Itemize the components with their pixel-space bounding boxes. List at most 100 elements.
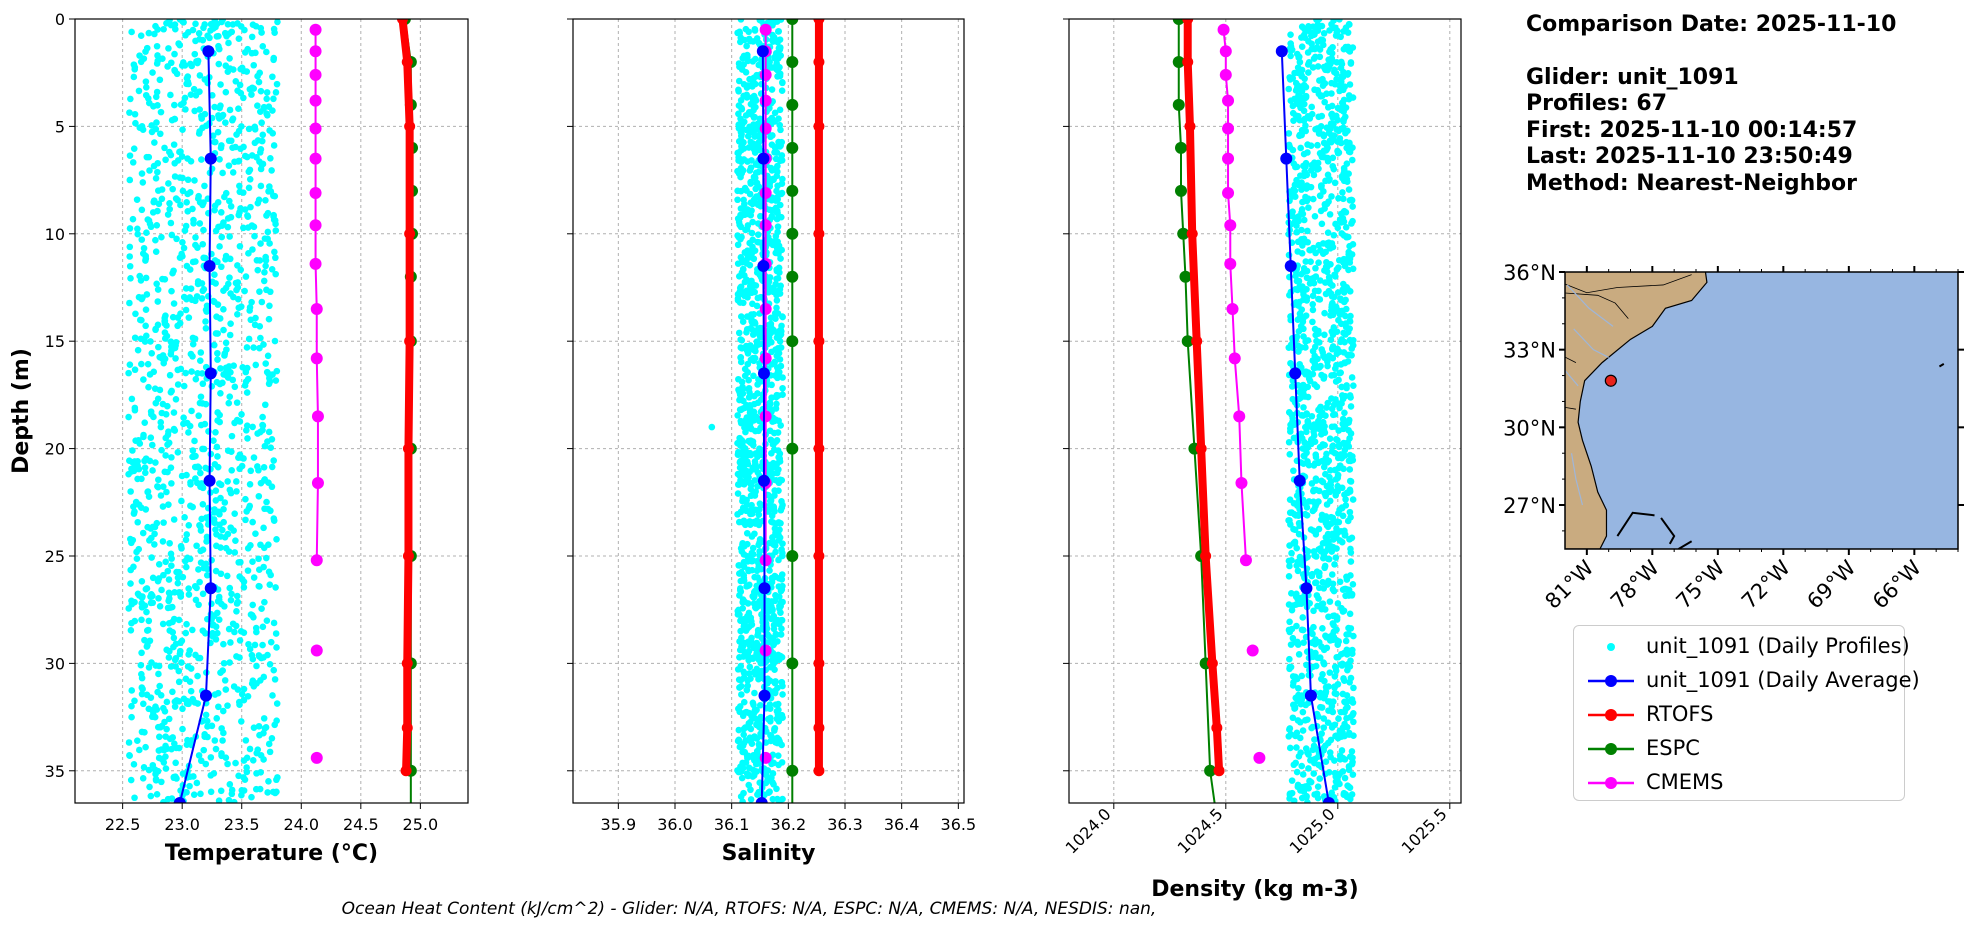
x-tick-label: 1024.0 [1062, 804, 1115, 857]
scatter-point [134, 230, 142, 238]
scatter-point [149, 467, 156, 474]
scatter-point [1301, 453, 1308, 460]
scatter-point [1294, 214, 1302, 221]
scatter-point [1336, 369, 1344, 377]
scatter-point [779, 582, 786, 590]
scatter-point [734, 241, 742, 249]
scatter-point [226, 331, 234, 339]
scatter-point [172, 744, 180, 752]
scatter-point [255, 722, 263, 730]
scatter-point [738, 774, 746, 782]
scatter-point [230, 527, 237, 534]
scatter-point [269, 788, 277, 796]
scatter-point [149, 599, 157, 607]
series-point [786, 184, 799, 197]
scatter-point [1319, 131, 1327, 138]
scatter-point [745, 394, 753, 401]
scatter-point [125, 470, 132, 478]
scatter-point [1332, 667, 1340, 675]
scatter-point [155, 343, 162, 351]
scatter-point [261, 476, 269, 483]
scatter-point [1292, 286, 1299, 293]
scatter-point [767, 737, 775, 745]
ohc-footer: Ocean Heat Content (kJ/cm^2) - Glider: N… [341, 899, 1157, 919]
scatter-point [1329, 514, 1337, 522]
scatter-point [1341, 732, 1348, 740]
scatter-point [768, 348, 775, 356]
scatter-point [1349, 771, 1357, 778]
scatter-point [141, 636, 148, 644]
scatter-point [767, 323, 775, 331]
series-point [1239, 554, 1252, 567]
scatter-point [753, 720, 761, 727]
scatter-point [1303, 661, 1310, 669]
scatter-point [145, 705, 153, 713]
scatter-point [257, 182, 265, 190]
scatter-point [272, 270, 279, 278]
scatter-point [167, 91, 174, 99]
scatter-point [1328, 423, 1336, 431]
scatter-point [753, 670, 761, 678]
scatter-point [271, 248, 278, 256]
scatter-point [154, 767, 162, 775]
scatter-point [272, 377, 280, 384]
scatter-point [137, 32, 145, 40]
scatter-point [241, 26, 248, 34]
scatter-point [170, 409, 178, 416]
legend-entry-cmems: CMEMS [1574, 768, 1904, 798]
scatter-point [155, 733, 163, 741]
scatter-point [1341, 446, 1349, 454]
scatter-point [133, 555, 141, 563]
scatter-point [753, 193, 760, 200]
scatter-point [186, 647, 193, 654]
scatter-point [200, 226, 207, 234]
scatter-point [754, 574, 761, 581]
series-point [786, 764, 799, 777]
scatter-point [1340, 195, 1347, 203]
scatter-point [1347, 403, 1355, 410]
location-map: 36°N33°N30°N27°N81°W 78°W 75°W 72°W 69°W 66°W [1503, 261, 1964, 614]
scatter-point [192, 375, 200, 383]
scatter-point [1323, 404, 1330, 411]
series-point [1200, 550, 1212, 562]
scatter-point [130, 761, 138, 768]
scatter-point [1317, 689, 1324, 697]
scatter-point [159, 483, 167, 491]
scatter-point [148, 554, 155, 561]
series-rtofs [813, 19, 825, 777]
scatter-point [1321, 98, 1328, 106]
scatter-point [154, 286, 162, 293]
series-point [786, 442, 799, 455]
scatter-point [1330, 19, 1337, 24]
scatter-point [194, 59, 201, 67]
scatter-point [187, 687, 195, 695]
scatter-point [1338, 60, 1346, 68]
scatter-point [213, 531, 220, 538]
scatter-point [1348, 220, 1355, 227]
lat-tick-label: 33°N [1503, 339, 1556, 363]
scatter-point [217, 144, 225, 152]
x-axis-label: Temperature (°C) [165, 841, 378, 866]
scatter-point [1337, 106, 1345, 114]
scatter-point [740, 698, 748, 706]
scatter-point [240, 696, 248, 704]
x-tick-label: 36.5 [941, 815, 977, 834]
scatter-point [233, 600, 241, 607]
scatter-point [250, 613, 257, 621]
legend-label: unit_1091 (Daily Average) [1646, 668, 1920, 692]
scatter-point [752, 347, 759, 355]
scatter-point [769, 288, 777, 296]
scatter-point [1302, 368, 1310, 375]
scatter-point [238, 64, 246, 72]
series-cmems [1217, 23, 1252, 567]
scatter-point [157, 108, 165, 116]
series-point [813, 765, 825, 777]
scatter-point [1343, 144, 1350, 152]
scatter-point [244, 213, 252, 221]
scatter-point [1347, 312, 1354, 320]
scatter-point [1287, 52, 1294, 60]
scatter-point [1345, 766, 1353, 774]
series-point [1219, 45, 1232, 58]
scatter-point [241, 49, 249, 56]
scatter-point [174, 157, 182, 164]
